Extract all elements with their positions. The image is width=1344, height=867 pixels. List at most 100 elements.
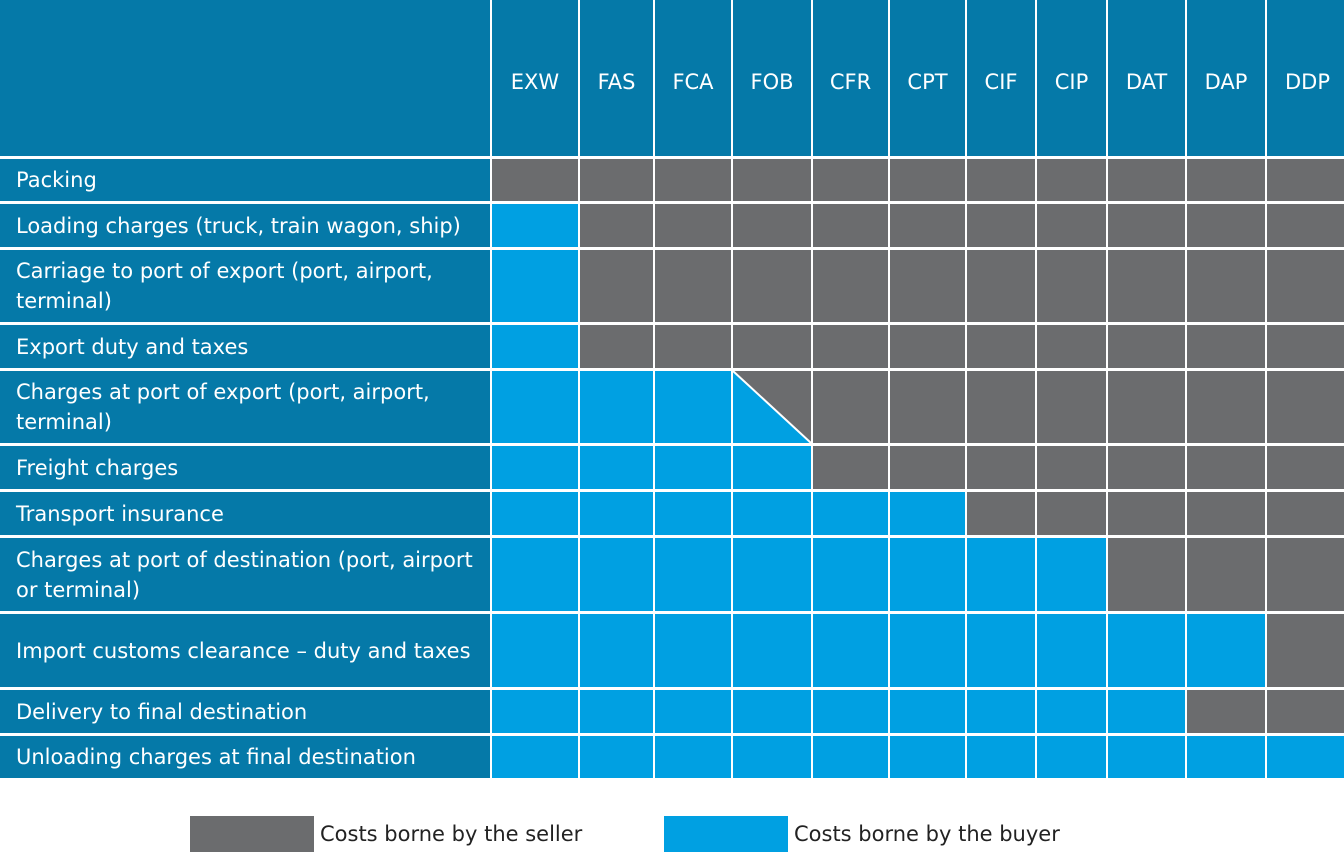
cost-cell-fas-buyer bbox=[580, 538, 653, 611]
cost-cell-exw-buyer bbox=[492, 204, 578, 247]
cost-cell-exw-buyer bbox=[492, 250, 578, 322]
cost-cell-fca-buyer bbox=[655, 736, 731, 778]
legend-seller: Costs borne by the seller bbox=[190, 816, 582, 852]
cost-cell-cfr-seller bbox=[813, 204, 888, 247]
legend: Costs borne by the seller Costs borne by… bbox=[0, 816, 1344, 856]
cost-cell-fas-seller bbox=[580, 250, 653, 322]
legend-buyer: Costs borne by the buyer bbox=[664, 816, 1060, 852]
cost-cell-cpt-seller bbox=[890, 204, 965, 247]
cost-cell-cif-buyer bbox=[967, 690, 1035, 733]
column-header-cif: CIF bbox=[967, 0, 1035, 156]
cost-cell-dap-seller bbox=[1187, 325, 1265, 368]
cost-cell-cip-seller bbox=[1037, 492, 1106, 535]
cost-cell-cfr-buyer bbox=[813, 736, 888, 778]
column-header-cip: CIP bbox=[1037, 0, 1106, 156]
cost-cell-exw-buyer bbox=[492, 614, 578, 687]
buyer-swatch bbox=[664, 816, 788, 852]
cost-cell-cif-seller bbox=[967, 371, 1035, 443]
legend-seller-label: Costs borne by the seller bbox=[320, 822, 583, 846]
cost-cell-fas-buyer bbox=[580, 690, 653, 733]
cost-cell-dap-seller bbox=[1187, 690, 1265, 733]
column-header-dap: DAP bbox=[1187, 0, 1265, 156]
cost-cell-cpt-buyer bbox=[890, 492, 965, 535]
cost-cell-cip-seller bbox=[1037, 446, 1106, 489]
cost-cell-cpt-buyer bbox=[890, 736, 965, 778]
cost-cell-dat-seller bbox=[1108, 250, 1185, 322]
cost-cell-fob-seller bbox=[733, 325, 811, 368]
cost-cell-cpt-seller bbox=[890, 159, 965, 201]
cost-cell-exw-seller bbox=[492, 159, 578, 201]
cost-cell-cip-buyer bbox=[1037, 690, 1106, 733]
cost-cell-exw-buyer bbox=[492, 492, 578, 535]
incoterms-cost-table: EXW FAS FCA FOB CFR CPT CIF CIP DAT DAP DDP Packing… bbox=[0, 0, 1344, 778]
row-label: Transport insurance bbox=[0, 492, 490, 535]
row-label: Charges at port of destination (port, ai… bbox=[0, 538, 490, 611]
cost-cell-fas-buyer bbox=[580, 371, 653, 443]
cost-cell-ddp-seller bbox=[1267, 614, 1344, 687]
cost-cell-dap-seller bbox=[1187, 538, 1265, 611]
cost-cell-fob-buyer bbox=[733, 736, 811, 778]
cost-cell-fas-seller bbox=[580, 325, 653, 368]
cost-cell-fca-buyer bbox=[655, 446, 731, 489]
cost-cell-dat-seller bbox=[1108, 204, 1185, 247]
cost-cell-ddp-seller bbox=[1267, 446, 1344, 489]
cost-cell-fca-buyer bbox=[655, 614, 731, 687]
cost-cell-fas-seller bbox=[580, 204, 653, 247]
cost-cell-cfr-seller bbox=[813, 159, 888, 201]
cost-cell-dap-buyer bbox=[1187, 614, 1265, 687]
cost-cell-cfr-buyer bbox=[813, 614, 888, 687]
cost-cell-cpt-buyer bbox=[890, 614, 965, 687]
cost-cell-cif-seller bbox=[967, 492, 1035, 535]
legend-buyer-label: Costs borne by the buyer bbox=[794, 822, 1060, 846]
column-header-cpt: CPT bbox=[890, 0, 965, 156]
cost-cell-cpt-seller bbox=[890, 325, 965, 368]
cost-cell-dat-buyer bbox=[1108, 614, 1185, 687]
cost-cell-cpt-seller bbox=[890, 446, 965, 489]
cost-cell-cpt-buyer bbox=[890, 538, 965, 611]
cost-cell-ddp-seller bbox=[1267, 159, 1344, 201]
cost-cell-fas-buyer bbox=[580, 446, 653, 489]
cost-cell-cip-buyer bbox=[1037, 538, 1106, 611]
cost-cell-exw-buyer bbox=[492, 690, 578, 733]
cost-cell-cpt-seller bbox=[890, 250, 965, 322]
row-label: Freight charges bbox=[0, 446, 490, 489]
cost-cell-fca-buyer bbox=[655, 492, 731, 535]
cost-cell-cif-buyer bbox=[967, 614, 1035, 687]
cost-cell-dat-seller bbox=[1108, 538, 1185, 611]
row-label: Unloading charges at final destination bbox=[0, 736, 490, 778]
row-label: Packing bbox=[0, 159, 490, 201]
cost-cell-fca-buyer bbox=[655, 371, 731, 443]
cost-cell-dap-seller bbox=[1187, 159, 1265, 201]
cost-cell-fca-seller bbox=[655, 159, 731, 201]
cost-cell-fob-buyer bbox=[733, 614, 811, 687]
cost-cell-ddp-seller bbox=[1267, 250, 1344, 322]
cost-cell-fob-buyer bbox=[733, 690, 811, 733]
cost-cell-fas-buyer bbox=[580, 492, 653, 535]
row-label: Export duty and taxes bbox=[0, 325, 490, 368]
cost-cell-fca-seller bbox=[655, 250, 731, 322]
cost-cell-cip-seller bbox=[1037, 159, 1106, 201]
cost-cell-cif-seller bbox=[967, 325, 1035, 368]
cost-cell-fca-buyer bbox=[655, 538, 731, 611]
cost-cell-cip-seller bbox=[1037, 250, 1106, 322]
row-label: Charges at port of export (port, airport… bbox=[0, 371, 490, 443]
cost-cell-dat-seller bbox=[1108, 492, 1185, 535]
column-header-dat: DAT bbox=[1108, 0, 1185, 156]
cost-cell-cif-seller bbox=[967, 250, 1035, 322]
cost-cell-dap-seller bbox=[1187, 250, 1265, 322]
column-header-exw: EXW bbox=[492, 0, 578, 156]
header-corner bbox=[0, 0, 490, 156]
row-label: Loading charges (truck, train wagon, shi… bbox=[0, 204, 490, 247]
cost-cell-cip-seller bbox=[1037, 325, 1106, 368]
cost-cell-fob-split bbox=[733, 371, 811, 443]
cost-cell-dap-seller bbox=[1187, 492, 1265, 535]
column-header-fas: FAS bbox=[580, 0, 653, 156]
cost-cell-dat-seller bbox=[1108, 159, 1185, 201]
cost-cell-cif-seller bbox=[967, 159, 1035, 201]
cost-cell-cfr-seller bbox=[813, 325, 888, 368]
cost-cell-cfr-seller bbox=[813, 371, 888, 443]
cost-cell-cif-buyer bbox=[967, 538, 1035, 611]
cost-cell-fob-seller bbox=[733, 159, 811, 201]
column-header-ddp: DDP bbox=[1267, 0, 1344, 156]
cost-cell-cip-buyer bbox=[1037, 736, 1106, 778]
